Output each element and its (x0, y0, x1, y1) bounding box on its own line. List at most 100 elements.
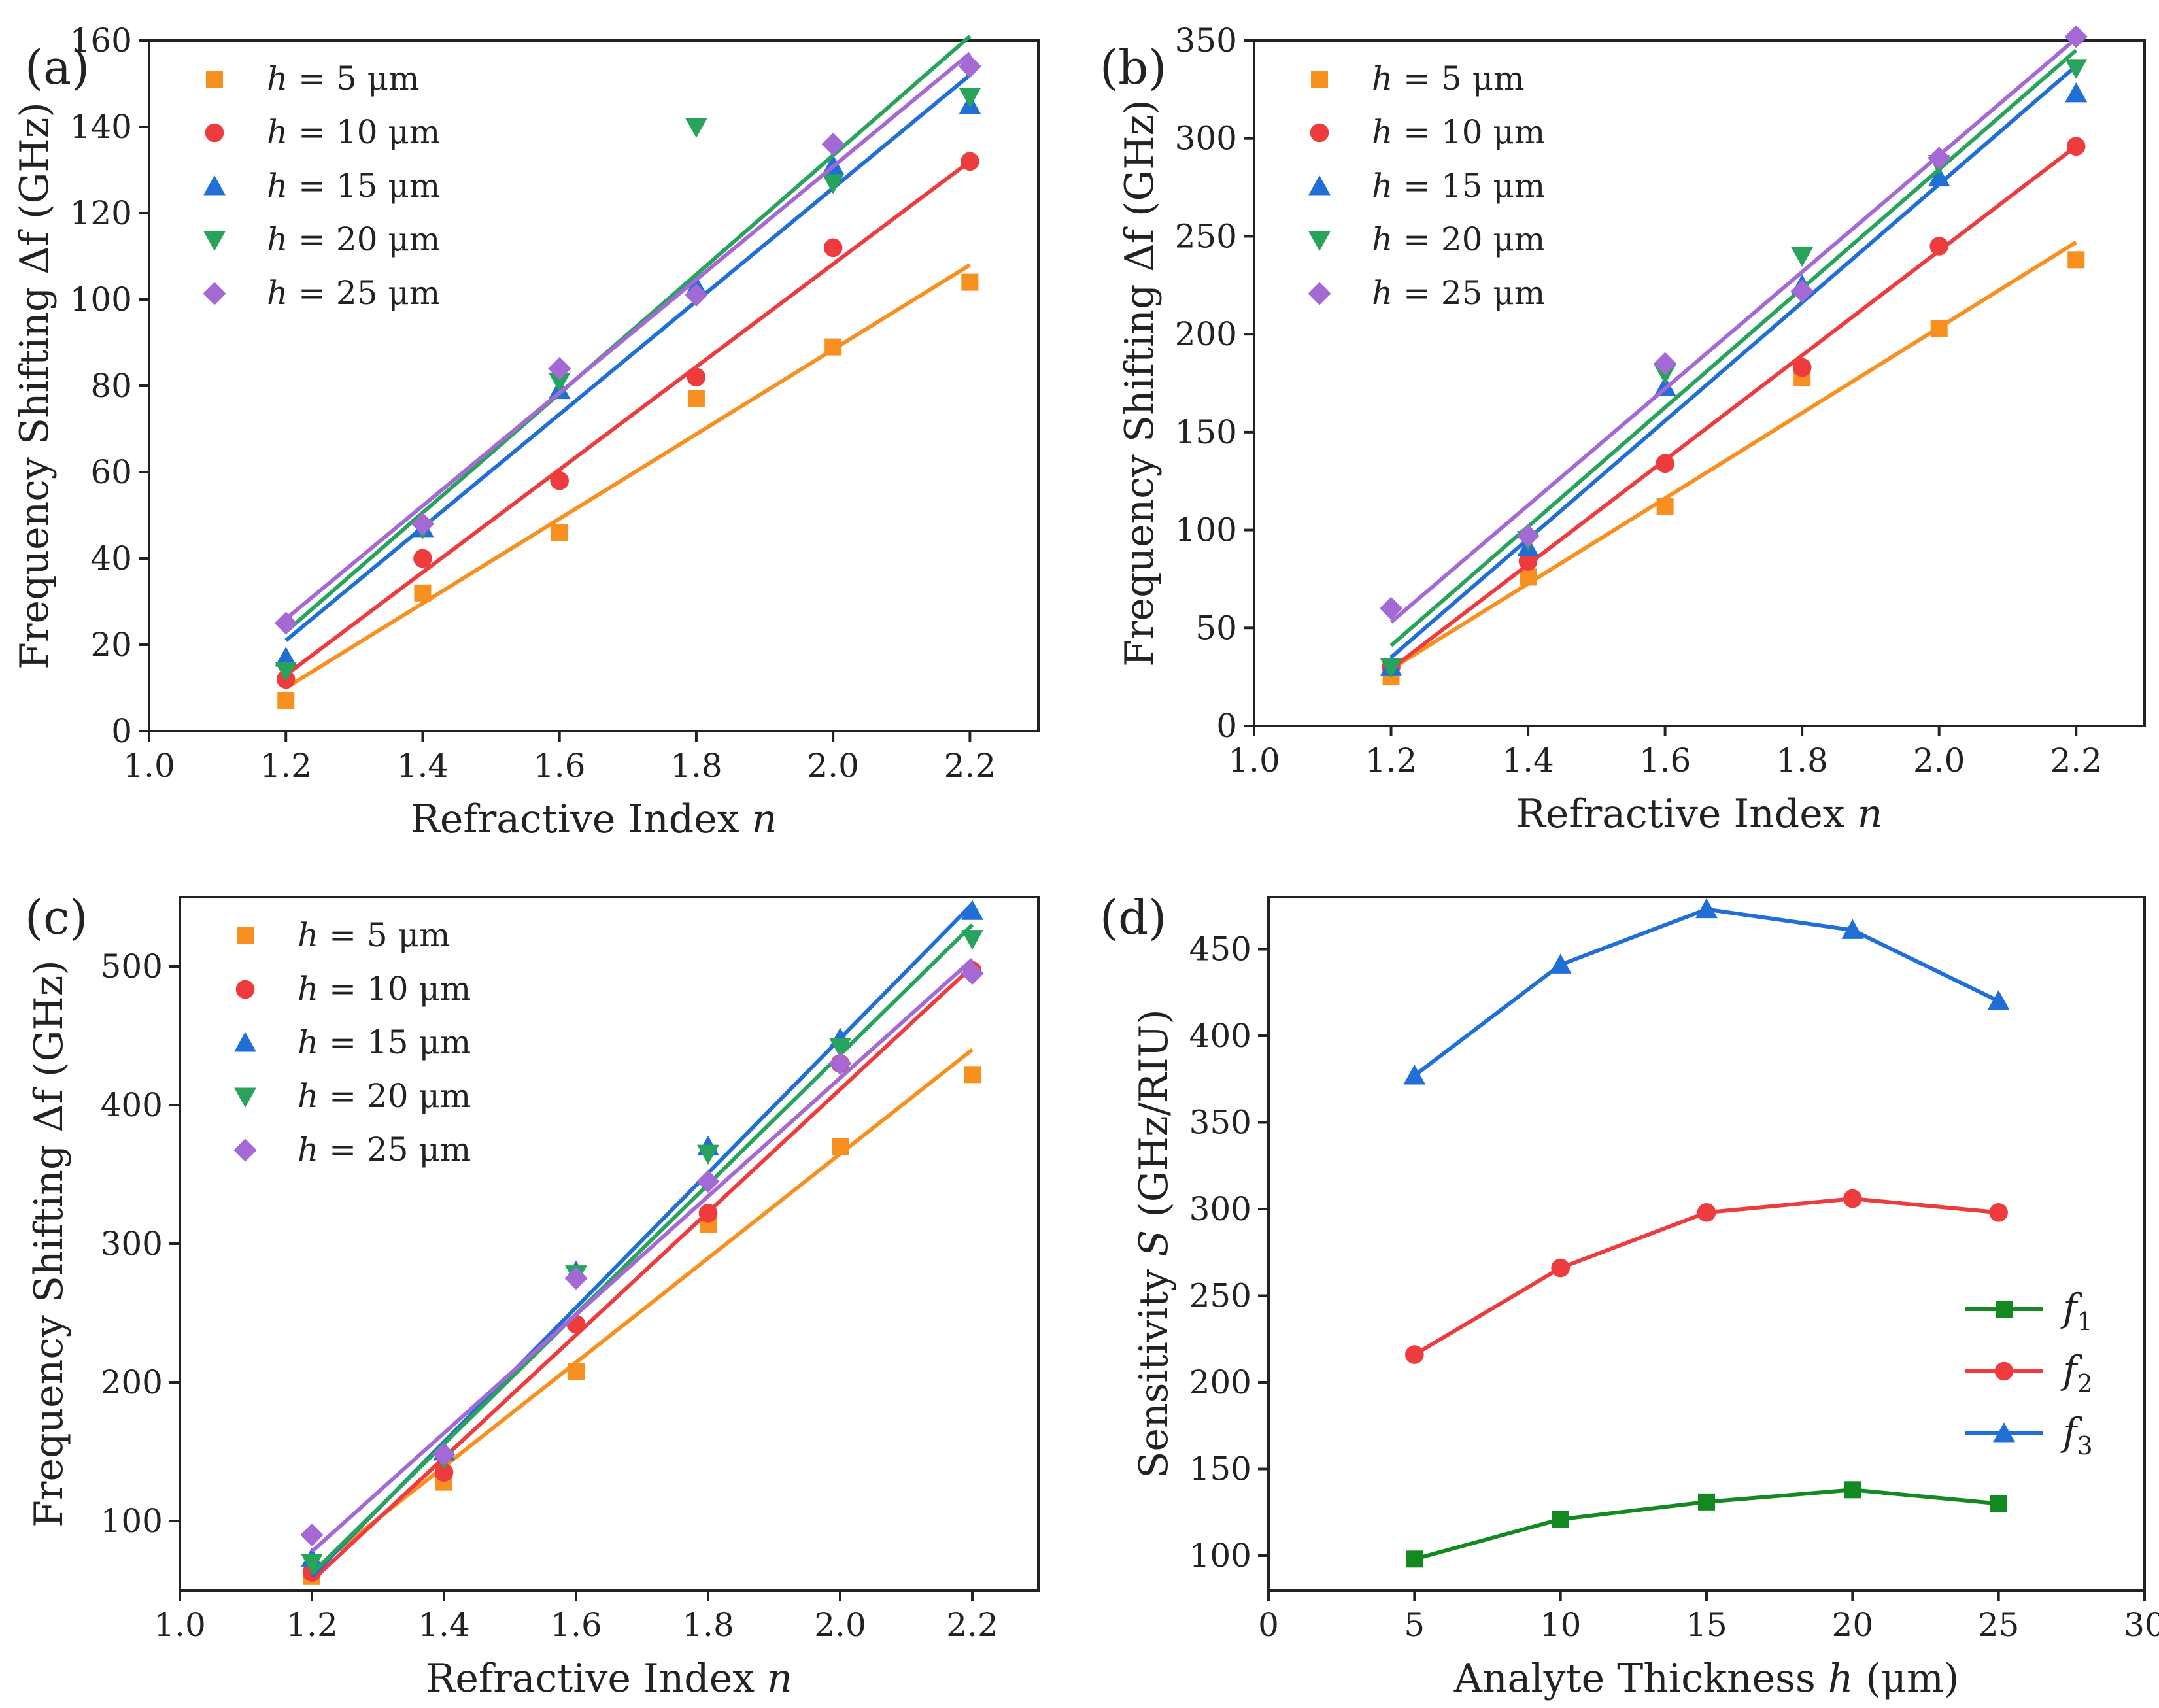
data-point (2066, 137, 2086, 156)
fit-line (310, 923, 974, 1575)
data-point (1928, 166, 1950, 187)
data-point (1406, 1550, 1423, 1568)
legend-label: h = 15 μm (298, 1023, 471, 1061)
fit-line (310, 958, 974, 1553)
data-point (300, 1523, 324, 1546)
series-3 (275, 73, 981, 667)
data-point (301, 1554, 323, 1574)
legend-marker (234, 1032, 256, 1052)
x-tick-label: 5 (1404, 1606, 1425, 1644)
data-point (832, 1138, 849, 1155)
series-3 (1403, 898, 2010, 1085)
panel-label: (d) (1100, 890, 1166, 945)
y-tick-label: 200 (101, 1363, 163, 1401)
data-point (411, 512, 435, 536)
data-point (1928, 146, 1951, 170)
legend-marker (1310, 123, 1329, 143)
y-tick-label: 80 (90, 367, 132, 405)
x-tick-label: 1.8 (682, 1606, 734, 1644)
series-5 (300, 958, 984, 1553)
fit-line (284, 52, 972, 621)
y-tick-label: 450 (1189, 931, 1251, 968)
data-point (2067, 251, 2085, 269)
data-point (277, 692, 295, 709)
data-point (1989, 1203, 2008, 1222)
series-5 (274, 52, 981, 635)
x-tick-label: 2.0 (807, 747, 859, 785)
data-point (548, 357, 571, 381)
data-point (551, 524, 568, 541)
data-point (1516, 524, 1540, 548)
series-line (1413, 1197, 1999, 1357)
legend-marker (203, 175, 226, 196)
y-axis-title: Frequency Shifting Δf (GHz) (12, 102, 58, 670)
series-1 (277, 263, 979, 709)
series-2 (1382, 137, 2086, 677)
y-tick-label: 300 (1189, 1190, 1251, 1228)
data-point (2065, 82, 2088, 103)
data-point (1518, 552, 1538, 571)
data-point (698, 1204, 718, 1223)
x-tick-label: 1.2 (286, 1606, 338, 1644)
y-tick-label: 150 (1189, 1450, 1251, 1488)
y-tick-label: 400 (1189, 1017, 1251, 1055)
series-line (1413, 907, 1999, 1078)
series-1 (303, 1048, 981, 1585)
x-tick-label: 10 (1540, 1606, 1582, 1644)
legend-marker (1994, 1361, 2014, 1381)
data-point (1698, 1493, 1715, 1511)
data-point (696, 1170, 720, 1193)
legend-label: f3 (2060, 1410, 2093, 1460)
data-point (414, 584, 432, 602)
y-tick-label: 350 (1175, 22, 1237, 60)
series-1 (1406, 1481, 2007, 1568)
legend-label: f1 (2060, 1286, 2093, 1336)
legend-marker (237, 927, 254, 944)
data-point (1987, 990, 2010, 1010)
legend-marker (234, 1087, 256, 1108)
data-point (824, 338, 842, 356)
data-point (964, 1066, 981, 1084)
legend-marker (1311, 71, 1328, 88)
legend-marker (205, 123, 224, 143)
fit-line (284, 73, 972, 642)
series-4 (301, 923, 983, 1575)
legend-marker (1308, 231, 1331, 251)
legend: h = 5 μm h = 10 μm h = 15 μm h = 20 μm h = 2… (1308, 60, 1545, 312)
x-tick-label: 1.6 (550, 1606, 602, 1644)
x-tick-label: 20 (1832, 1606, 1874, 1644)
x-tick-label: 1.8 (670, 747, 722, 785)
y-tick-label: 100 (1189, 1537, 1251, 1575)
data-point (687, 367, 706, 387)
x-tick-label: 2.2 (944, 747, 996, 785)
plot-frame (1267, 896, 2146, 1592)
data-point (685, 283, 708, 307)
data-point (823, 238, 843, 258)
data-point (434, 1463, 454, 1482)
data-point (958, 55, 981, 78)
x-tick-label: 1.0 (154, 1606, 206, 1644)
y-tick-label: 100 (70, 281, 132, 318)
chart-panel-a: (a) 1.0 1.2 1.4 1.6 1.8 2.0 2.2 0 20 40 60 80 100 120 1… (12, 22, 1040, 842)
data-point (959, 88, 981, 108)
fit-line (1389, 240, 2077, 671)
legend-label: h = 15 μm (267, 167, 440, 205)
y-tick-label: 500 (101, 948, 163, 985)
legend: f1 f2 f3 (1965, 1286, 2093, 1460)
series-5 (1379, 25, 2088, 624)
y-tick-label: 300 (1175, 120, 1237, 158)
legend-label: h = 5 μm (267, 60, 420, 97)
data-point (687, 390, 705, 407)
data-point (568, 1363, 585, 1380)
legend-label: h = 25 μm (298, 1131, 471, 1169)
x-tick-label: 2.2 (2050, 742, 2102, 779)
legend-marker (1996, 1301, 2013, 1318)
data-point (1790, 279, 1814, 303)
fit-line (1389, 64, 2078, 659)
x-tick-label: 1.4 (418, 1606, 470, 1644)
chart-panel-c: (c) 1.0 1.2 1.4 1.6 1.8 2.0 2.2 100 200 300 400 500 R… (25, 890, 1040, 1701)
y-tick-label: 20 (90, 626, 132, 664)
legend-label: h = 5 μm (1372, 60, 1525, 97)
data-point (697, 1144, 719, 1165)
legend-label: h = 5 μm (298, 916, 450, 954)
